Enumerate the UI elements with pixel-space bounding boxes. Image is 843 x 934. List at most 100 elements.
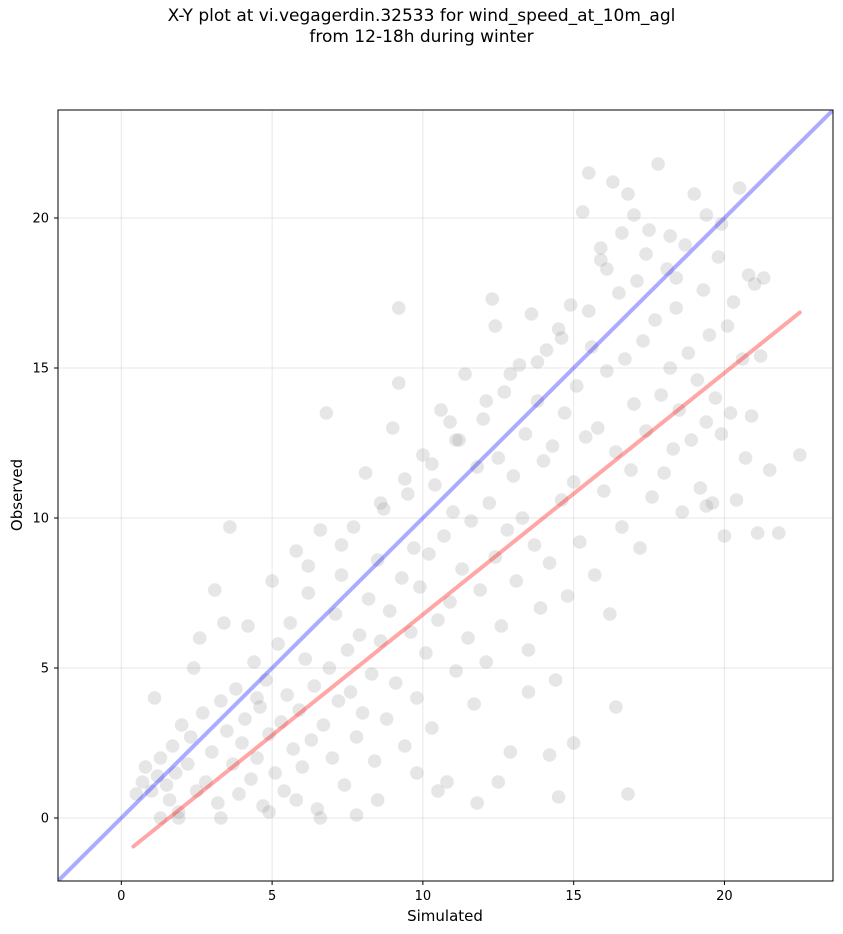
scatter-point [443, 595, 457, 609]
scatter-point [566, 736, 581, 750]
scatter-point [319, 406, 334, 420]
scatter-point [554, 331, 569, 345]
scatter-point [491, 451, 506, 465]
scatter-point [147, 691, 162, 705]
scatter-point [551, 790, 566, 804]
scatter-point [214, 811, 228, 825]
scatter-point [443, 415, 457, 429]
scatter-point [388, 676, 403, 690]
plot-frame [57, 109, 834, 882]
scatter-point [410, 691, 424, 705]
scatter-point [455, 562, 469, 576]
scatter-point [364, 667, 379, 681]
scatter-point [741, 268, 756, 282]
scatter-point [603, 607, 617, 621]
scatter-point [440, 775, 454, 789]
scatter-point [548, 673, 563, 687]
scatter-point [639, 424, 653, 438]
scatter-point [226, 757, 240, 771]
scatter-point [211, 796, 225, 810]
scatter-point [397, 472, 412, 486]
scatter-point [214, 694, 228, 708]
scatter-point [633, 541, 647, 555]
scatter-point [289, 793, 304, 807]
scatter-point [753, 349, 768, 363]
scatter-point [250, 691, 264, 705]
scatter-point [458, 367, 472, 381]
scatter-point [720, 319, 735, 333]
scatter-point [518, 427, 533, 441]
scatter-point [624, 463, 638, 477]
scatter-point [340, 643, 355, 657]
scatter-point [286, 742, 301, 756]
scatter-point [699, 208, 714, 222]
scatter-point [394, 571, 409, 585]
scatter-point [198, 775, 213, 789]
scatter-point [488, 550, 503, 564]
scatter-point [663, 361, 677, 375]
scatter-point [533, 601, 548, 615]
scatter-point [247, 655, 261, 669]
scatter-point [391, 301, 406, 315]
scatter-point [277, 784, 291, 798]
scatter-point [295, 760, 310, 774]
scatter-point [328, 607, 343, 621]
scatter-point [334, 568, 349, 582]
scatter-point [283, 616, 297, 630]
scatter-point [524, 307, 539, 321]
scatter-point [349, 808, 364, 822]
scatter-point [699, 499, 714, 513]
y-tick-label: 20 [32, 212, 49, 227]
scatter-point [280, 688, 294, 702]
scatter-point [208, 583, 222, 597]
scatter-point [693, 481, 708, 495]
chart-title-line-1: X-Y plot at vi.vegagerdin.32533 for wind… [167, 6, 676, 26]
scatter-point [361, 592, 376, 606]
scatter-point [165, 739, 180, 753]
scatter-point [651, 157, 665, 171]
scatter-point [407, 541, 421, 555]
scatter-point [639, 247, 653, 261]
scatter-point [307, 679, 322, 693]
scatter-point [581, 304, 596, 318]
scatter-point [153, 751, 168, 765]
scatter-point [391, 376, 406, 390]
scatter-point [174, 718, 189, 732]
scatter-point [150, 769, 165, 783]
scatter-point [594, 253, 608, 267]
scatter-point [241, 619, 255, 633]
scatter-point [551, 322, 566, 336]
scatter-point [500, 523, 515, 537]
y-tick-label: 15 [32, 362, 49, 377]
scatter-point [192, 631, 207, 645]
scatter-point [660, 262, 674, 276]
scatter-point [410, 766, 424, 780]
scatter-point [717, 529, 732, 543]
scatter-point [678, 238, 693, 252]
x-tick-label: 0 [117, 889, 125, 904]
scatter-point [331, 694, 346, 708]
scatter-point [313, 523, 328, 537]
scatter-point [636, 334, 650, 348]
scatter-point [376, 502, 391, 516]
scatter-point [756, 271, 771, 285]
scatter-point [404, 625, 418, 639]
scatter-point [575, 205, 590, 219]
scatter-point [171, 811, 186, 825]
scatter-point [171, 805, 186, 819]
scatter-point [135, 775, 150, 789]
scatter-point [304, 733, 319, 747]
x-tick-label: 20 [716, 889, 733, 904]
scatter-point [663, 229, 677, 243]
scatter-point [153, 811, 168, 825]
scatter-point [642, 223, 656, 237]
chart-title-line-2: from 12-18h during winter [309, 27, 534, 47]
scatter-point [572, 535, 587, 549]
scatter-point [292, 703, 307, 717]
scatter-point [274, 715, 288, 729]
x-tick-label: 5 [268, 889, 276, 904]
scatter-point [705, 496, 720, 510]
scatter-point [431, 613, 445, 627]
scatter-point [648, 313, 662, 327]
scatter-point [793, 448, 807, 462]
